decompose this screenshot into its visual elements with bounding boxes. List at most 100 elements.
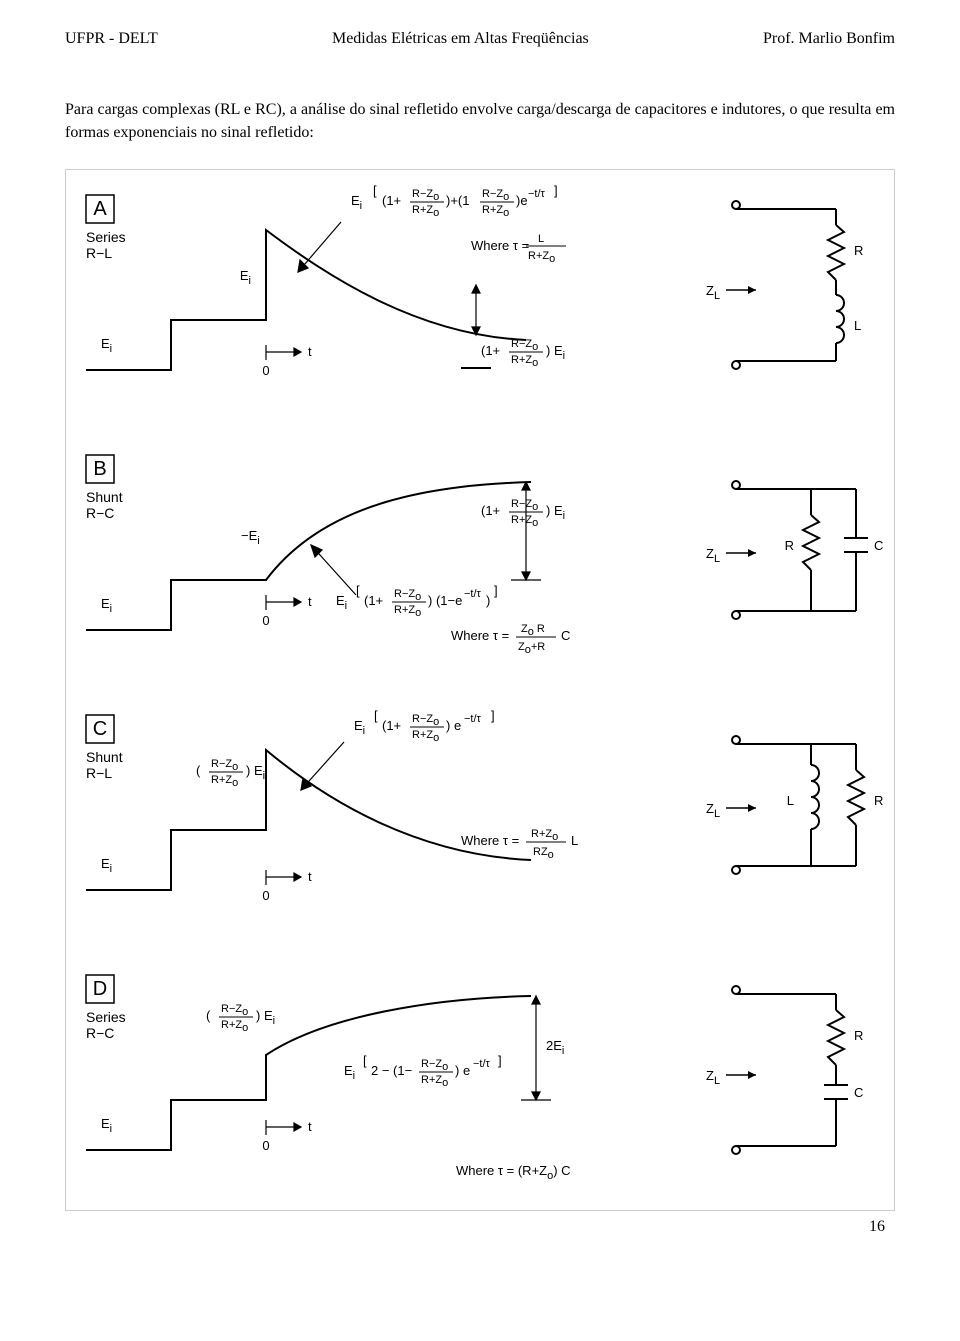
svg-text:(: ( <box>206 1008 211 1023</box>
panel-a-waveform <box>86 230 526 370</box>
svg-text:R−Zo: R−Zo <box>394 588 421 603</box>
svg-text:]: ] <box>494 583 498 598</box>
page-number: 16 <box>869 1218 885 1236</box>
svg-text:ZL: ZL <box>706 1068 720 1087</box>
svg-text:Where τ = (R+Zo) C: Where τ = (R+Zo) C <box>456 1163 571 1182</box>
svg-text:2Ei: 2Ei <box>546 1038 564 1057</box>
svg-text:ZL: ZL <box>706 283 720 302</box>
svg-text:R−Zo: R−Zo <box>412 188 439 203</box>
svg-text:R+Zo: R+Zo <box>211 774 238 789</box>
svg-text:C: C <box>854 1085 863 1100</box>
svg-text:(1+: (1+ <box>481 503 500 518</box>
svg-text:]: ] <box>498 1053 502 1068</box>
svg-text:Zo+R: Zo+R <box>518 641 545 656</box>
page-header: UFPR - DELT Medidas Elétricas em Altas F… <box>65 30 895 48</box>
svg-text:RZo: RZo <box>533 846 554 861</box>
svg-text:Ei: Ei <box>101 856 112 875</box>
svg-text:L: L <box>571 833 578 848</box>
panel-a: A Series R−L Ei Ei t 0 <box>86 183 863 378</box>
svg-text:R−L: R−L <box>86 765 112 781</box>
svg-text:0: 0 <box>262 888 269 903</box>
svg-text:−t/τ: −t/τ <box>473 1058 491 1070</box>
svg-text:C: C <box>874 538 883 553</box>
svg-text:ZL: ZL <box>706 546 720 565</box>
svg-text:R+Zo: R+Zo <box>412 204 439 219</box>
svg-text:0: 0 <box>262 613 269 628</box>
svg-text:R−Zo: R−Zo <box>511 338 538 353</box>
svg-text:(1+: (1+ <box>364 593 383 608</box>
svg-text:) (1−e: ) (1−e <box>428 593 462 608</box>
svg-text:[: [ <box>374 708 378 723</box>
header-center: Medidas Elétricas em Altas Freqüências <box>332 30 589 48</box>
svg-text:R+Zo: R+Zo <box>511 354 538 369</box>
svg-text:): ) <box>486 593 490 608</box>
page-container: UFPR - DELT Medidas Elétricas em Altas F… <box>0 0 960 1251</box>
panel-d-id: D <box>93 978 107 1000</box>
svg-text:L: L <box>854 318 861 333</box>
svg-text:R+Zo: R+Zo <box>511 514 538 529</box>
svg-text:R+Zo: R+Zo <box>412 729 439 744</box>
svg-text:) e: ) e <box>446 718 461 733</box>
panel-b-id: B <box>93 458 106 480</box>
svg-text:R−Zo: R−Zo <box>221 1003 248 1018</box>
svg-text:R: R <box>854 243 863 258</box>
svg-text:Ei: Ei <box>101 336 112 355</box>
svg-text:t: t <box>308 1119 312 1134</box>
panel-b: B Shunt R−C Ei −Ei t 0 <box>86 455 883 656</box>
svg-text:)+(1: )+(1 <box>446 193 469 208</box>
svg-text:[: [ <box>373 183 377 198</box>
svg-text:) Ei: ) Ei <box>546 503 565 522</box>
svg-text:R−Zo: R−Zo <box>421 1058 448 1073</box>
svg-text:ZL: ZL <box>706 801 720 820</box>
svg-text:) e: ) e <box>455 1063 470 1078</box>
svg-text:) Ei: ) Ei <box>546 343 565 362</box>
svg-text:Shunt: Shunt <box>86 489 123 505</box>
svg-text:) Ei: ) Ei <box>256 1008 275 1027</box>
svg-text:R−Zo: R−Zo <box>482 188 509 203</box>
svg-text:0: 0 <box>262 363 269 378</box>
svg-text:2 − (1−: 2 − (1− <box>371 1063 412 1078</box>
svg-text:−t/τ: −t/τ <box>464 588 482 600</box>
panel-a-title-l1: Series <box>86 229 126 245</box>
svg-text:]: ] <box>491 708 495 723</box>
svg-text:t: t <box>308 344 312 359</box>
svg-text:) Ei: ) Ei <box>246 763 265 782</box>
panel-c: C Shunt R−L Ei ( R−Zo R+Zo ) Ei t <box>86 708 883 903</box>
svg-text:R−Zo: R−Zo <box>511 498 538 513</box>
header-left: UFPR - DELT <box>65 30 158 48</box>
svg-text:R+Zo: R+Zo <box>531 828 558 843</box>
svg-text:L: L <box>787 793 794 808</box>
svg-text:Where τ =: Where τ = <box>461 833 519 848</box>
panel-c-circuit: L R ZL <box>706 736 883 874</box>
svg-text:)e: )e <box>516 193 528 208</box>
svg-text:R−Zo: R−Zo <box>211 758 238 773</box>
panel-d: D Series R−C Ei ( R−Zo R+Zo ) Ei t <box>86 975 863 1182</box>
svg-text:Where τ =: Where τ = <box>471 238 529 253</box>
panel-a-circuit: R L ZL <box>706 201 863 369</box>
svg-text:(1+: (1+ <box>481 343 500 358</box>
svg-text:(1+: (1+ <box>382 718 401 733</box>
svg-text:Ei: Ei <box>101 596 112 615</box>
panel-b-circuit: R C ZL <box>706 481 883 619</box>
svg-text:0: 0 <box>262 1138 269 1153</box>
svg-text:Ei: Ei <box>351 193 362 212</box>
svg-text:R+Zo: R+Zo <box>528 250 555 265</box>
svg-text:R: R <box>874 793 883 808</box>
svg-text:R: R <box>854 1028 863 1043</box>
svg-text:t: t <box>308 594 312 609</box>
panel-a-id: A <box>93 198 107 220</box>
svg-text:[: [ <box>363 1053 367 1068</box>
svg-text:t: t <box>308 869 312 884</box>
panel-d-circuit: R C ZL <box>706 986 863 1154</box>
svg-text:R−C: R−C <box>86 1025 114 1041</box>
figure-svg: A Series R−L Ei Ei t 0 <box>66 170 894 1210</box>
svg-text:[: [ <box>356 583 360 598</box>
svg-text:Shunt: Shunt <box>86 749 123 765</box>
svg-text:R+Zo: R+Zo <box>394 604 421 619</box>
svg-text:R+Zo: R+Zo <box>482 204 509 219</box>
figure-tdr-complex-loads: A Series R−L Ei Ei t 0 <box>65 169 895 1211</box>
svg-text:Ei: Ei <box>344 1063 355 1082</box>
svg-text:C: C <box>561 628 570 643</box>
svg-text:L: L <box>538 233 544 245</box>
svg-text:R+Zo: R+Zo <box>421 1074 448 1089</box>
